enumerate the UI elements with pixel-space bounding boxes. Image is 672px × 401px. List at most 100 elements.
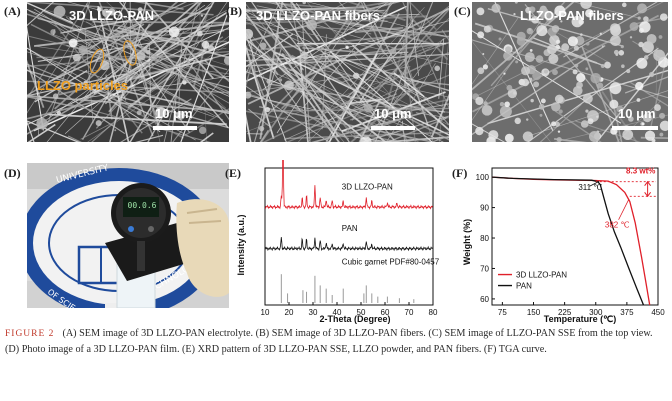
sem-particle (306, 19, 318, 31)
sem-particle (659, 120, 668, 131)
sem-fiber (297, 7, 425, 142)
sem-particle (505, 46, 512, 53)
sem-fiber (259, 2, 284, 140)
sem-fiber (431, 93, 449, 137)
sem-particle (477, 67, 485, 75)
sem-fiber (254, 20, 449, 73)
sem-particle (659, 13, 668, 21)
sem-particle (621, 64, 625, 69)
sem-particle (56, 110, 61, 115)
sem-particle (556, 136, 562, 142)
sem-particle (580, 120, 589, 128)
sem-particle (345, 45, 349, 49)
sem-fiber (117, 53, 229, 84)
sem-fiber (281, 53, 340, 138)
photo-d: UNIVERSITY TECHNOLOG OF SCIE 00.0.6 (27, 163, 229, 308)
sem-particle (503, 51, 513, 61)
sem-fiber (246, 69, 420, 142)
sem-fiber (572, 2, 639, 19)
sem-particle (53, 5, 66, 18)
tga-ytick-label: 70 (480, 264, 489, 273)
sem-particle (547, 44, 557, 55)
sem-particle (580, 2, 592, 9)
sem-particle (637, 16, 641, 20)
sem-particle (481, 105, 493, 116)
sem-particle (78, 45, 87, 55)
xrd-xtick-label: 20 (285, 308, 294, 317)
sem-particle (621, 2, 627, 8)
tga-xtick-label: 75 (498, 308, 507, 317)
sem-fiber (246, 49, 265, 97)
sem-particle (585, 9, 594, 18)
tga-bracket-arrow-up (644, 180, 652, 186)
sem-particle (521, 78, 530, 87)
sem-fiber (27, 47, 196, 141)
sem-fiber (45, 9, 229, 67)
sem-particle (574, 63, 579, 68)
sem-particle (585, 67, 589, 71)
tga-chart: 75 150 225 300 375 450 60 70 80 90 100 8.3 wt% 311 ℃… (462, 166, 665, 324)
sem-fiber (539, 103, 582, 142)
sem-fiber (386, 116, 448, 142)
sem-fiber (27, 2, 214, 16)
sem-fiber (48, 113, 227, 126)
sem-particle (142, 47, 148, 53)
sem-fiber (349, 80, 420, 142)
tga-xlabel: Temperature (℃) (544, 314, 616, 324)
sem-particle (615, 53, 619, 57)
sem-particle (643, 16, 649, 22)
sem-fiber (27, 59, 45, 108)
sem-fiber (553, 137, 587, 142)
sem-particle (201, 40, 210, 49)
sem-fiber (87, 42, 229, 142)
llzo-particles-label: LLZO particles (37, 78, 129, 93)
sem-fiber (246, 85, 330, 142)
panel-letter-e: (E) (225, 166, 241, 180)
sem-particle (321, 16, 325, 20)
sem-particle (182, 80, 187, 85)
sem-particle (654, 104, 661, 111)
tga-weight-loss-label: 8.3 wt% (626, 166, 655, 175)
sem-fiber (27, 25, 44, 131)
sem-fiber (184, 108, 229, 136)
sem-fiber (246, 12, 340, 142)
sem-particle (200, 14, 204, 17)
sem-fiber (246, 62, 433, 133)
sem-particle (145, 50, 151, 55)
tga-onset-llzo-pointer (618, 198, 630, 220)
sem-particle (531, 16, 539, 24)
sem-fiber (147, 59, 196, 142)
sem-fiber (306, 2, 404, 111)
sem-particle (551, 121, 557, 127)
sem-fiber (27, 37, 76, 114)
sem-fiber (246, 15, 428, 25)
gauge-reading: 00.0.6 (127, 201, 157, 210)
sem-particle (95, 120, 102, 127)
sem-particle (646, 33, 657, 44)
sem-particle (533, 81, 540, 88)
sem-particle (529, 49, 533, 52)
sem-particle (653, 49, 666, 62)
sem-particle (604, 61, 611, 69)
sem-fiber (117, 26, 229, 59)
sem-fiber (246, 34, 287, 142)
sem-particle (576, 81, 583, 89)
sem-particle (223, 56, 229, 65)
tga-legend-label: PAN (516, 282, 532, 291)
sem-particle (554, 121, 560, 127)
sem-particle (544, 12, 555, 22)
sem-particle (585, 109, 589, 113)
tga-ytick-label: 80 (480, 234, 489, 243)
sem-fiber (27, 120, 35, 142)
sem-particle (636, 98, 641, 102)
sem-particle (548, 53, 559, 64)
sem-fiber (359, 20, 414, 102)
sem-particle (504, 133, 514, 142)
sem-fiber (307, 93, 398, 129)
xrd-xtick-label: 40 (333, 308, 342, 317)
sem-fiber (472, 14, 660, 113)
sem-fiber (350, 98, 382, 105)
sem-fiber (127, 43, 214, 109)
sem-particle (246, 91, 252, 99)
sem-fiber (27, 69, 229, 129)
